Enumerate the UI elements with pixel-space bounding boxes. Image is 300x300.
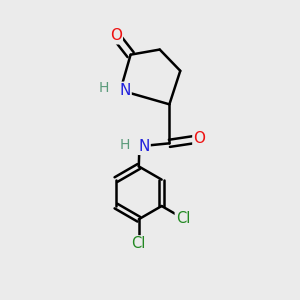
Text: O: O xyxy=(194,131,206,146)
Text: N: N xyxy=(138,139,150,154)
Text: N: N xyxy=(119,83,130,98)
Text: O: O xyxy=(110,28,122,43)
Text: H: H xyxy=(119,138,130,152)
Text: Cl: Cl xyxy=(132,236,146,251)
Text: H: H xyxy=(99,81,109,95)
Text: Cl: Cl xyxy=(176,211,190,226)
